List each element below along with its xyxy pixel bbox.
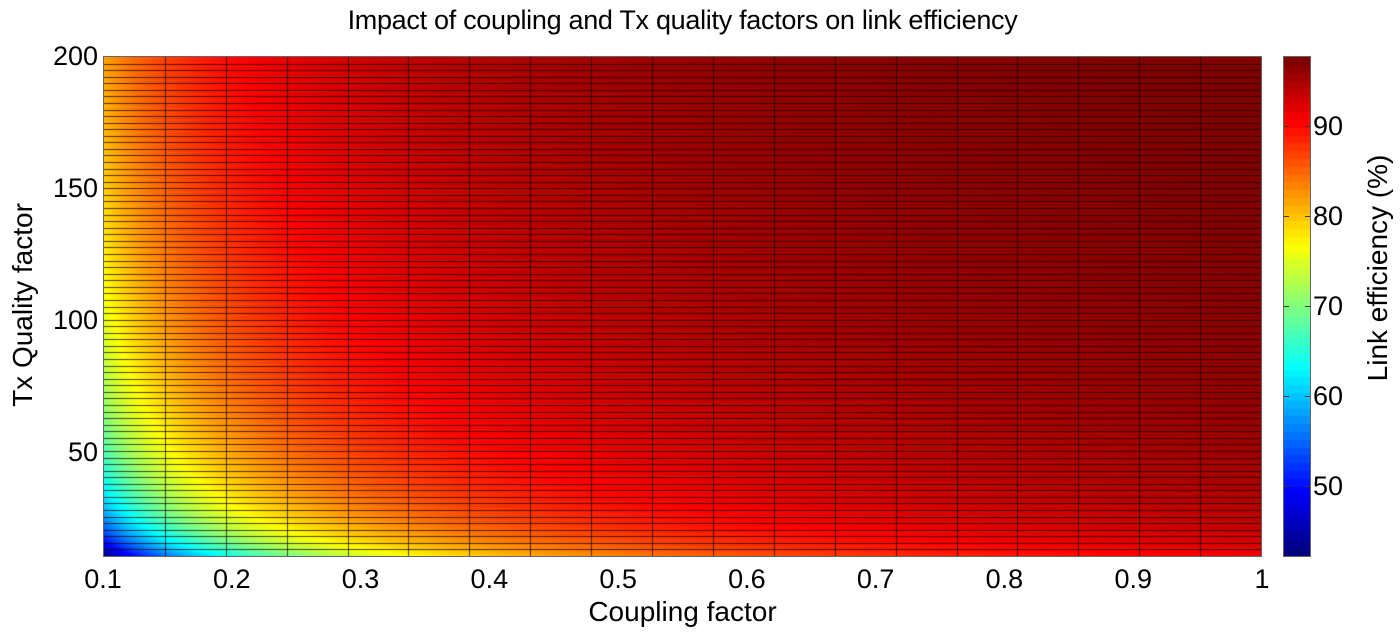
colorbar-tick-mark [1284, 485, 1289, 487]
colorbar-tick-mark [1284, 126, 1289, 128]
colorbar-tick-mark [1305, 485, 1310, 487]
x-tick-label: 0.1 [84, 564, 122, 594]
colorbar-tick-label: 80 [1313, 201, 1344, 232]
colorbar-tick-label: 90 [1313, 111, 1344, 142]
x-tick-label: 0.5 [599, 564, 637, 594]
x-tick-label: 0.4 [470, 564, 509, 594]
colorbar-tick-mark [1305, 395, 1310, 397]
y-tick-label: 200 [52, 41, 98, 71]
chart-title: Impact of coupling and Tx quality factor… [347, 5, 1018, 35]
y-axis-label: Tx Quality factor [7, 203, 38, 407]
x-tick-label: 0.3 [341, 564, 380, 594]
colorbar-tick-mark [1305, 306, 1310, 308]
colorbar-label: Link efficiency (%) [1362, 154, 1393, 382]
colorbar-tick-mark [1305, 126, 1310, 128]
colorbar-tick-label: 70 [1313, 291, 1344, 322]
x-axis-label: Coupling factor [588, 596, 777, 627]
x-tick-label: 0.6 [728, 564, 766, 594]
colorbar-tick-mark [1305, 216, 1310, 218]
colorbar-tick-mark [1284, 395, 1289, 397]
colorbar-tick-mark [1284, 306, 1289, 308]
y-tick-label: 100 [52, 304, 98, 335]
colorbar-tick-label: 50 [1313, 470, 1344, 501]
x-tick-label: 1 [1254, 564, 1270, 594]
x-tick-label: 0.9 [1114, 564, 1152, 594]
colorbar-tick-label: 60 [1313, 380, 1344, 411]
x-tick-label: 0.7 [856, 564, 895, 594]
x-tick-label: 0.2 [212, 564, 251, 594]
efficiency-heatmap [104, 57, 1261, 556]
y-tick-label: 50 [67, 436, 98, 467]
y-tick-label: 150 [52, 172, 98, 203]
plot-area-frame [103, 56, 1262, 557]
x-tick-label: 0.8 [985, 564, 1024, 594]
colorbar-tick-mark [1284, 216, 1289, 218]
